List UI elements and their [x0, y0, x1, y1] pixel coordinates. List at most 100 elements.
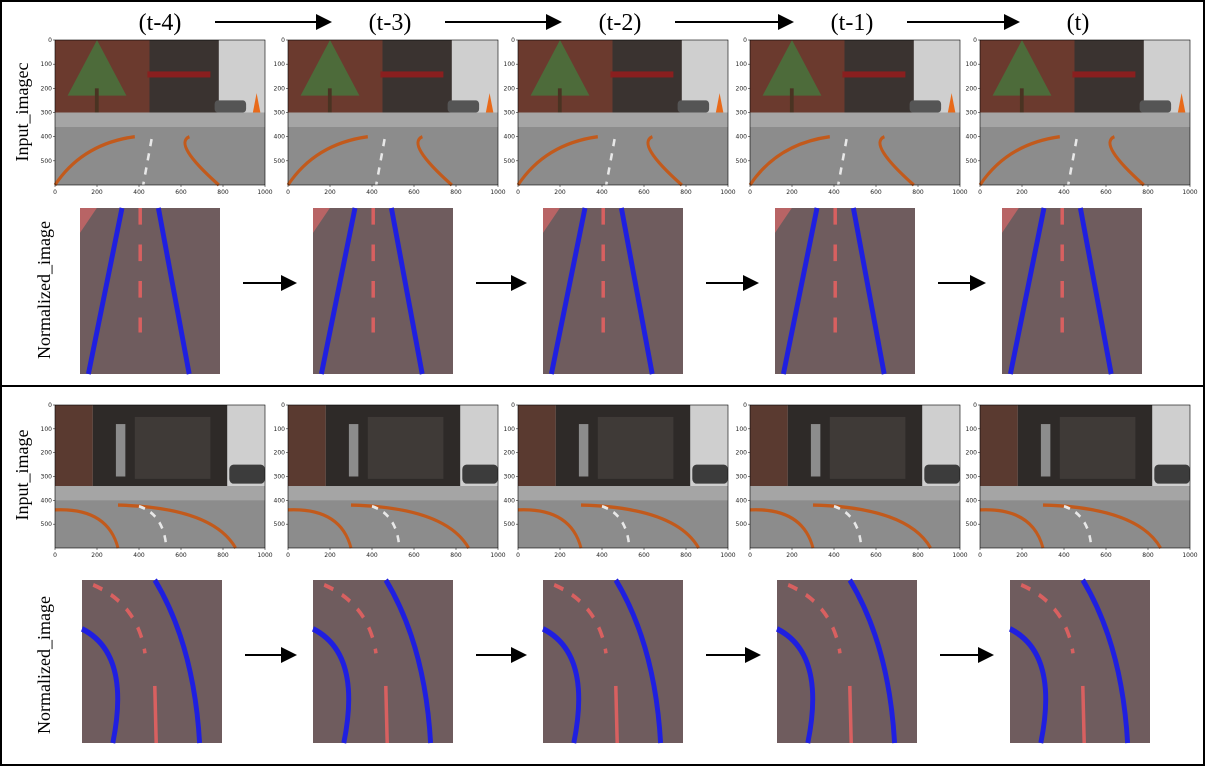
x-tick-label: 0 — [53, 552, 57, 559]
sidewalk — [55, 486, 265, 500]
y-tick-label: 400 — [41, 134, 53, 141]
x-tick-label: 600 — [1100, 552, 1112, 559]
x-tick-label: 200 — [1016, 189, 1028, 196]
y-tick-label: 200 — [274, 450, 286, 457]
y-tick-label: 0 — [48, 402, 52, 409]
y-tick-label: 100 — [736, 426, 748, 433]
y-tick-label: 0 — [973, 402, 977, 409]
y-tick-label: 500 — [41, 521, 53, 528]
y-tick-label: 500 — [736, 521, 748, 528]
normalized-image — [1002, 208, 1142, 374]
input-image — [980, 405, 1190, 548]
x-tick-label: 400 — [1058, 189, 1070, 196]
x-tick-label: 0 — [286, 552, 290, 559]
x-tick-label: 800 — [450, 552, 462, 559]
normalized-image — [80, 208, 220, 374]
y-tick-label: 100 — [41, 426, 53, 433]
window — [1060, 417, 1136, 479]
row-label: Normalized_image — [34, 596, 54, 734]
y-tick-label: 300 — [736, 110, 748, 117]
normalized-image — [313, 580, 453, 743]
x-tick-label: 1000 — [720, 552, 735, 559]
input-image — [288, 40, 498, 185]
sidewalk — [980, 113, 1190, 128]
x-tick-label: 200 — [91, 189, 103, 196]
y-tick-label: 300 — [41, 110, 53, 117]
y-tick-label: 0 — [511, 37, 515, 44]
person — [116, 424, 125, 476]
window — [598, 417, 674, 479]
awning — [842, 71, 905, 77]
center-dash — [386, 686, 387, 743]
x-tick-label: 200 — [554, 189, 566, 196]
x-tick-label: 600 — [175, 189, 187, 196]
sidewalk — [518, 486, 728, 500]
x-tick-label: 600 — [175, 552, 187, 559]
y-tick-label: 500 — [966, 521, 978, 528]
y-tick-label: 500 — [41, 158, 53, 165]
time-label: (t-1) — [831, 10, 874, 36]
background — [775, 208, 915, 374]
normalized-image — [1010, 580, 1150, 743]
sidewalk — [750, 486, 960, 500]
person — [1041, 424, 1050, 476]
building — [980, 405, 1018, 486]
building — [55, 405, 93, 486]
y-tick-label: 500 — [966, 158, 978, 165]
background — [80, 208, 220, 374]
x-tick-label: 1000 — [1182, 189, 1197, 196]
x-tick-label: 200 — [324, 189, 336, 196]
x-tick-label: 0 — [748, 189, 752, 196]
window — [135, 417, 211, 479]
input-image — [980, 40, 1190, 185]
x-tick-label: 1000 — [257, 552, 272, 559]
time-label: (t) — [1067, 10, 1090, 36]
building — [288, 405, 326, 486]
window — [830, 417, 906, 479]
x-tick-label: 400 — [596, 552, 608, 559]
car — [1154, 465, 1190, 484]
input-image — [750, 405, 960, 548]
x-tick-label: 200 — [786, 552, 798, 559]
y-tick-label: 0 — [48, 37, 52, 44]
y-tick-label: 400 — [966, 134, 978, 141]
y-tick-label: 200 — [736, 450, 748, 457]
y-tick-label: 100 — [274, 61, 286, 68]
x-tick-label: 1000 — [257, 189, 272, 196]
input-image — [55, 40, 265, 185]
car — [678, 100, 710, 112]
x-tick-label: 600 — [408, 552, 420, 559]
background — [1010, 580, 1150, 743]
normalized-image — [777, 580, 917, 743]
y-tick-label: 400 — [274, 134, 286, 141]
normalized-image — [313, 208, 453, 374]
sidewalk — [518, 113, 728, 128]
y-tick-label: 300 — [736, 474, 748, 481]
x-tick-label: 0 — [978, 189, 982, 196]
car — [924, 465, 960, 484]
y-tick-label: 200 — [504, 450, 516, 457]
x-tick-label: 600 — [1100, 189, 1112, 196]
x-tick-label: 600 — [638, 189, 650, 196]
y-tick-label: 400 — [736, 134, 748, 141]
awning — [380, 71, 443, 77]
x-tick-label: 800 — [217, 189, 229, 196]
background — [82, 580, 222, 743]
x-tick-label: 200 — [91, 552, 103, 559]
y-tick-label: 300 — [504, 474, 516, 481]
awning — [610, 71, 673, 77]
x-tick-label: 0 — [978, 552, 982, 559]
x-tick-label: 1000 — [952, 552, 967, 559]
background — [543, 208, 683, 374]
car — [692, 465, 728, 484]
x-tick-label: 400 — [366, 189, 378, 196]
time-label: (t-2) — [599, 10, 642, 36]
y-tick-label: 300 — [966, 474, 978, 481]
row-label: Input_imagec — [12, 63, 32, 162]
y-tick-label: 300 — [504, 110, 516, 117]
y-tick-label: 400 — [41, 497, 53, 504]
x-tick-label: 1000 — [490, 552, 505, 559]
building — [750, 405, 788, 486]
y-tick-label: 0 — [743, 37, 747, 44]
car — [910, 100, 942, 112]
